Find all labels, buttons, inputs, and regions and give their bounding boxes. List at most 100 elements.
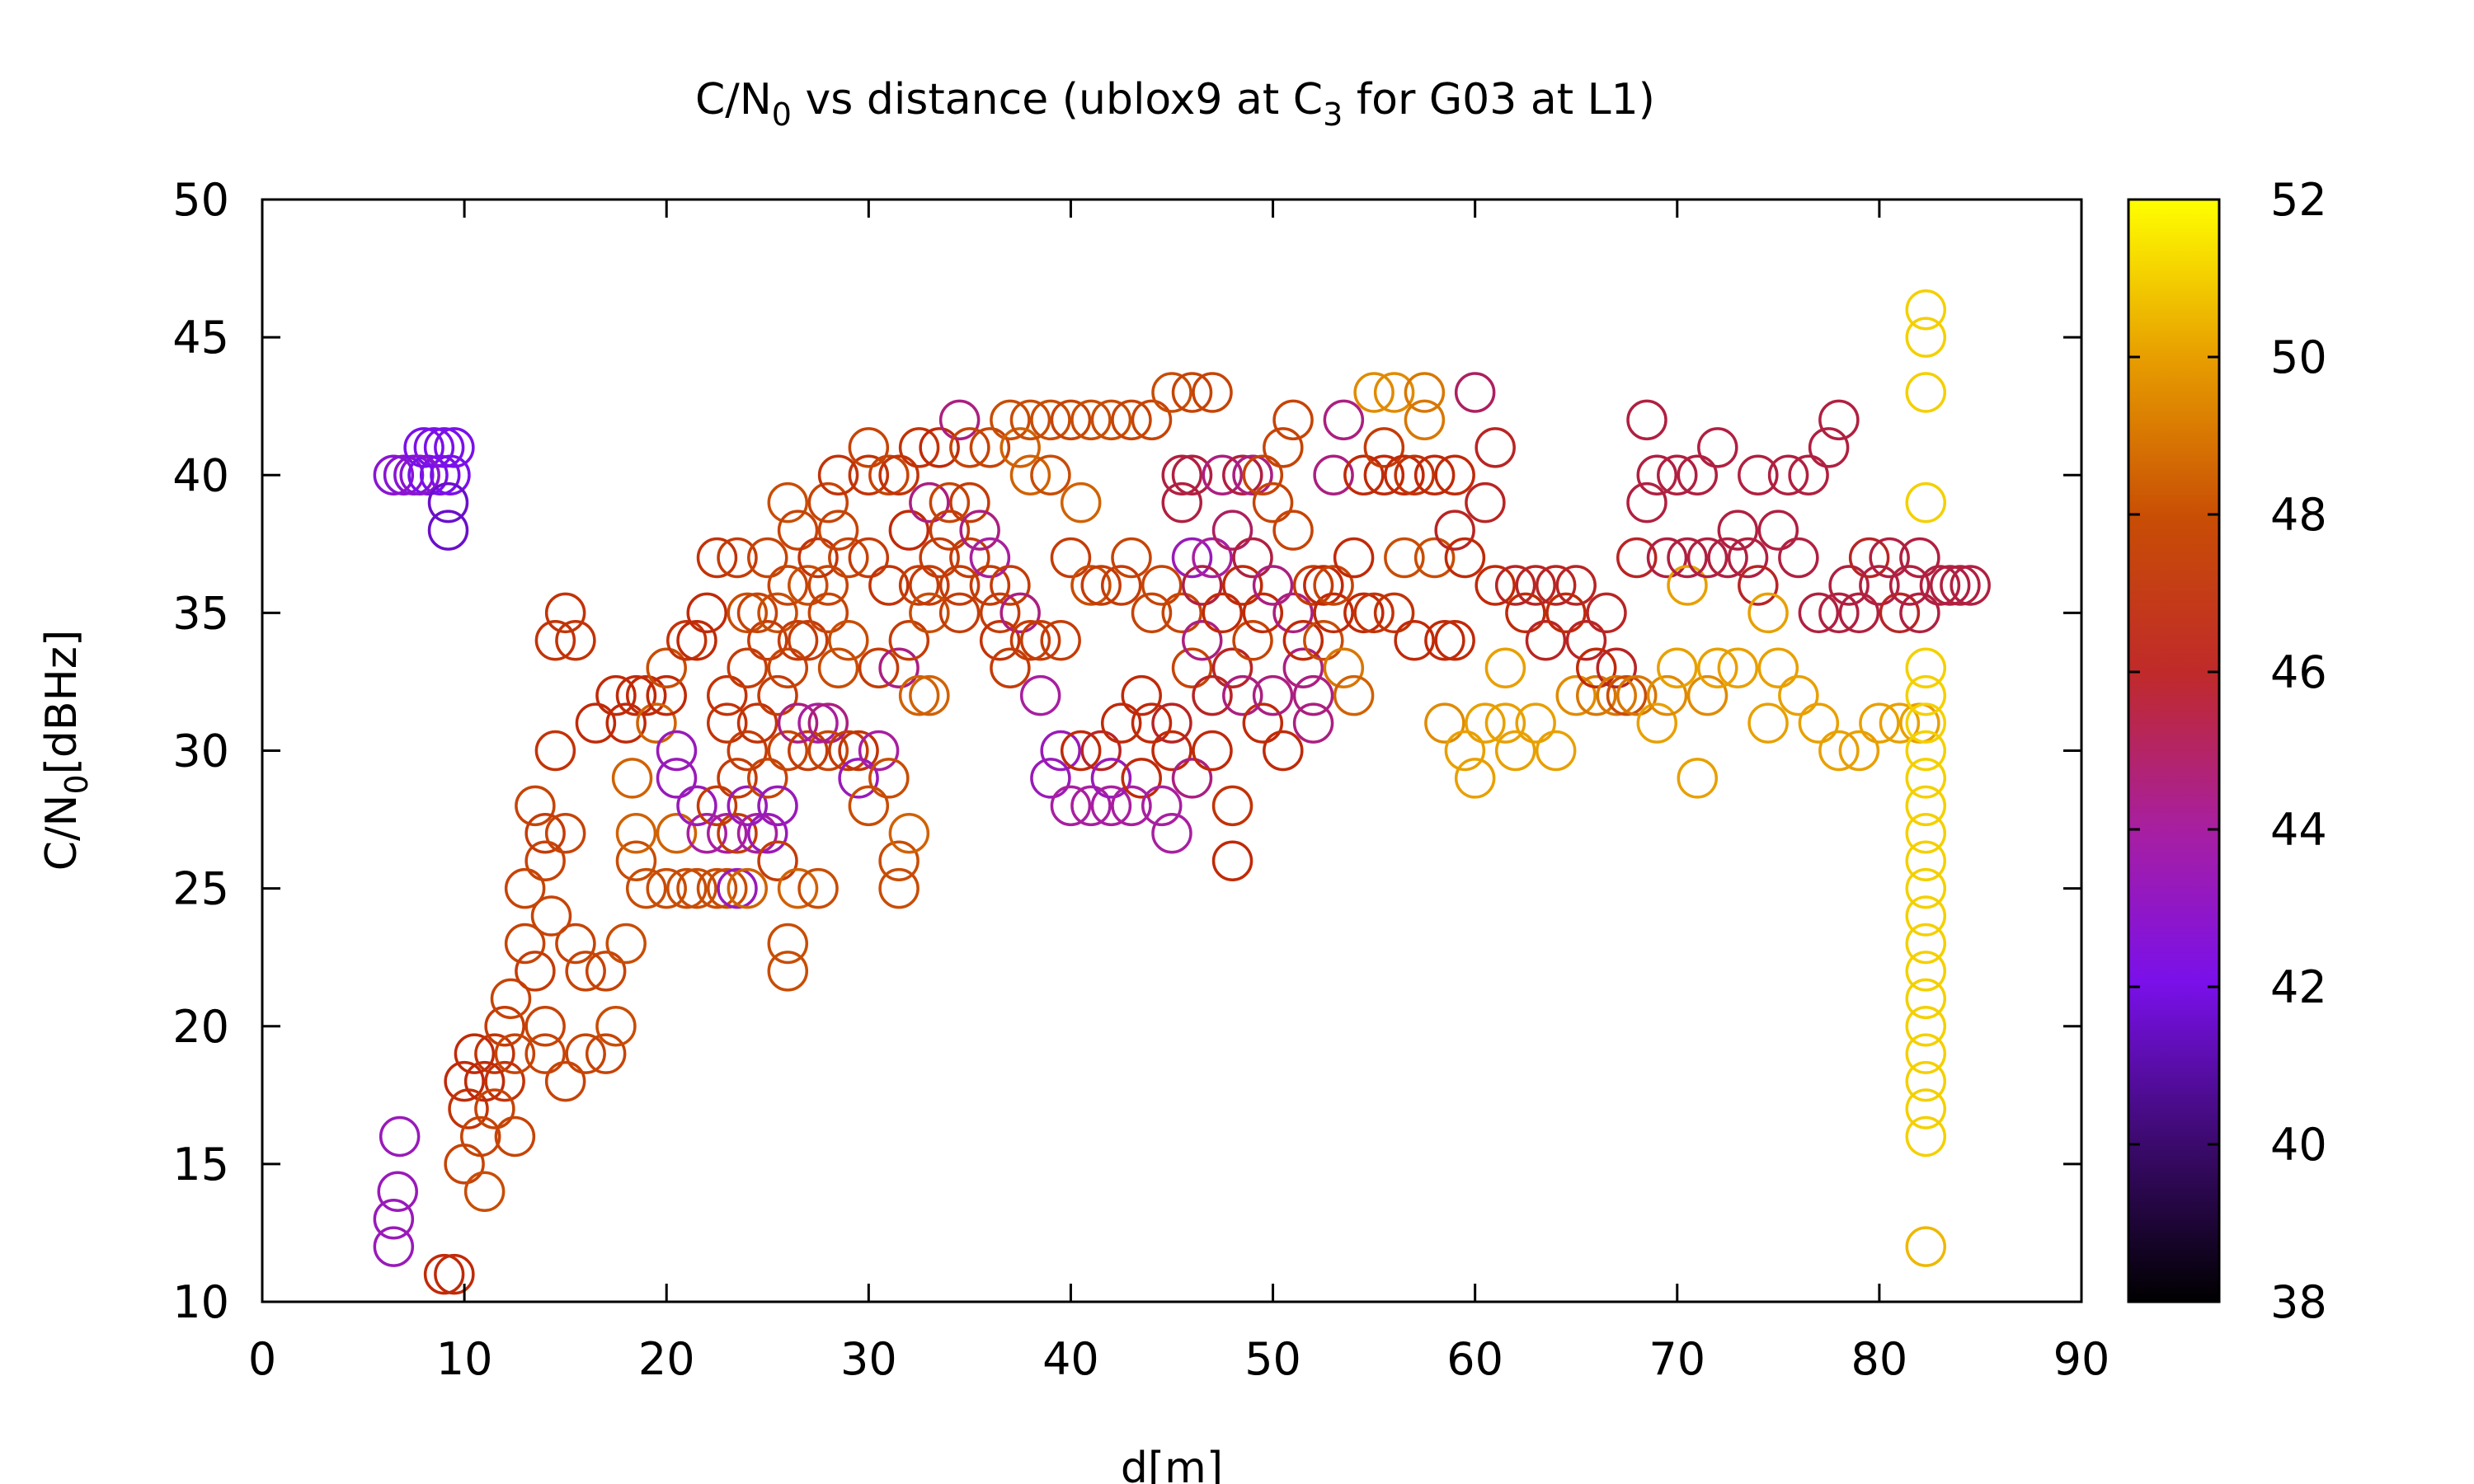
scatter-point — [1222, 565, 1263, 606]
scatter-point — [379, 1115, 421, 1158]
scatter-point — [1940, 565, 1981, 606]
scatter-point — [484, 1006, 525, 1047]
scatter-point — [727, 785, 769, 827]
scatter-point — [1646, 674, 1688, 716]
scatter-point — [767, 565, 809, 606]
scatter-point — [1030, 399, 1071, 441]
scatter-point — [544, 813, 586, 854]
scatter-point — [757, 840, 798, 881]
scatter-point — [1798, 702, 1840, 744]
scatter-point — [1798, 592, 1840, 634]
scatter-point — [1070, 399, 1112, 441]
scatter-point — [1929, 565, 1971, 606]
scatter-point — [747, 758, 788, 799]
scatter-point — [555, 620, 596, 661]
scatter-point — [656, 813, 698, 854]
scatter-point — [676, 620, 717, 661]
y-tick-label: 15 — [172, 1139, 229, 1190]
y-axis: 10 15 20 25 30 35 40 45 50 — [172, 174, 2081, 1328]
colorbar-tick-label: 38 — [2270, 1276, 2327, 1328]
scatter-point — [676, 785, 717, 827]
scatter-point — [919, 537, 960, 579]
x-axis: 0 10 20 30 40 50 60 70 80 90 — [248, 200, 2109, 1385]
scatter-point — [1363, 454, 1405, 495]
scatter-point — [788, 730, 829, 772]
scatter-point — [797, 537, 839, 579]
scatter-point — [1363, 427, 1405, 468]
scatter-point — [949, 427, 990, 468]
scatter-point — [1060, 730, 1102, 772]
scatter-point — [1767, 454, 1809, 495]
scatter-point — [515, 951, 556, 992]
scatter-point — [1657, 454, 1698, 495]
scatter-point — [848, 785, 890, 827]
scatter-point — [747, 813, 788, 854]
scatter-point — [1222, 674, 1263, 716]
scatter-point — [898, 565, 940, 606]
scatter-point — [575, 702, 617, 744]
scatter-point — [777, 620, 819, 661]
scatter-point — [1050, 785, 1092, 827]
scatter-point — [990, 565, 1031, 606]
x-tick-label: 50 — [1244, 1333, 1301, 1385]
scatter-point — [807, 592, 849, 634]
scatter-point — [1899, 537, 1940, 579]
scatter-point — [990, 647, 1031, 688]
scatter-point — [1905, 372, 1947, 413]
y-tick-label: 50 — [172, 174, 229, 226]
x-tick-label: 60 — [1446, 1333, 1503, 1385]
scatter-point — [625, 674, 667, 716]
scatter-point — [565, 951, 606, 992]
scatter-point — [949, 537, 990, 579]
scatter-point — [1505, 592, 1546, 634]
y-axis-label: C/N0[dBHz] — [37, 630, 95, 871]
scatter-point — [898, 427, 940, 468]
scatter-point — [585, 951, 627, 992]
scatter-point — [666, 620, 708, 661]
scatter-point — [817, 510, 859, 551]
scatter-point — [990, 399, 1031, 441]
scatter-point — [1424, 702, 1465, 744]
scatter-point — [788, 620, 829, 661]
scatter-point — [605, 702, 647, 744]
y-tick-label: 10 — [172, 1276, 229, 1328]
scatter-point — [1494, 730, 1536, 772]
y-tick-label: 40 — [172, 449, 229, 501]
scatter-point — [504, 867, 546, 909]
scatter-point — [767, 730, 809, 772]
y-tick-label: 30 — [172, 726, 229, 777]
scatter-point — [1747, 592, 1789, 634]
scatter-point — [888, 620, 930, 661]
scatter-point — [1905, 1033, 1947, 1074]
scatter-point — [373, 1198, 415, 1240]
scatter-point — [1717, 647, 1759, 688]
scatter-point — [757, 592, 798, 634]
scatter-point — [707, 867, 748, 909]
scatter-point — [595, 674, 637, 716]
scatter-point — [1636, 454, 1678, 495]
scatter-point — [848, 454, 890, 495]
scatter-point — [878, 647, 920, 688]
scatter-point — [1030, 758, 1071, 799]
scatter-point — [1141, 565, 1183, 606]
scatter-point — [1444, 537, 1486, 579]
scatter-point — [1192, 537, 1233, 579]
scatter-point — [534, 730, 576, 772]
scatter-point — [1192, 372, 1233, 413]
scatter-point — [938, 592, 981, 634]
scatter-point — [1151, 372, 1192, 413]
scatter-point — [1905, 840, 1947, 881]
scatter-point — [646, 647, 687, 688]
scatter-point — [909, 674, 950, 716]
scatter-point — [1313, 454, 1354, 495]
scatter-point — [1905, 702, 1947, 744]
scatter-point — [454, 1033, 496, 1074]
scatter-point — [427, 510, 469, 551]
scatter-point — [1636, 702, 1678, 744]
scatter-point — [666, 867, 708, 909]
y-tick-label: 25 — [172, 863, 229, 915]
scatter-point — [615, 840, 657, 881]
scatter-point — [1121, 674, 1162, 716]
scatter-point — [1211, 510, 1253, 551]
scatter-point — [1515, 702, 1556, 744]
